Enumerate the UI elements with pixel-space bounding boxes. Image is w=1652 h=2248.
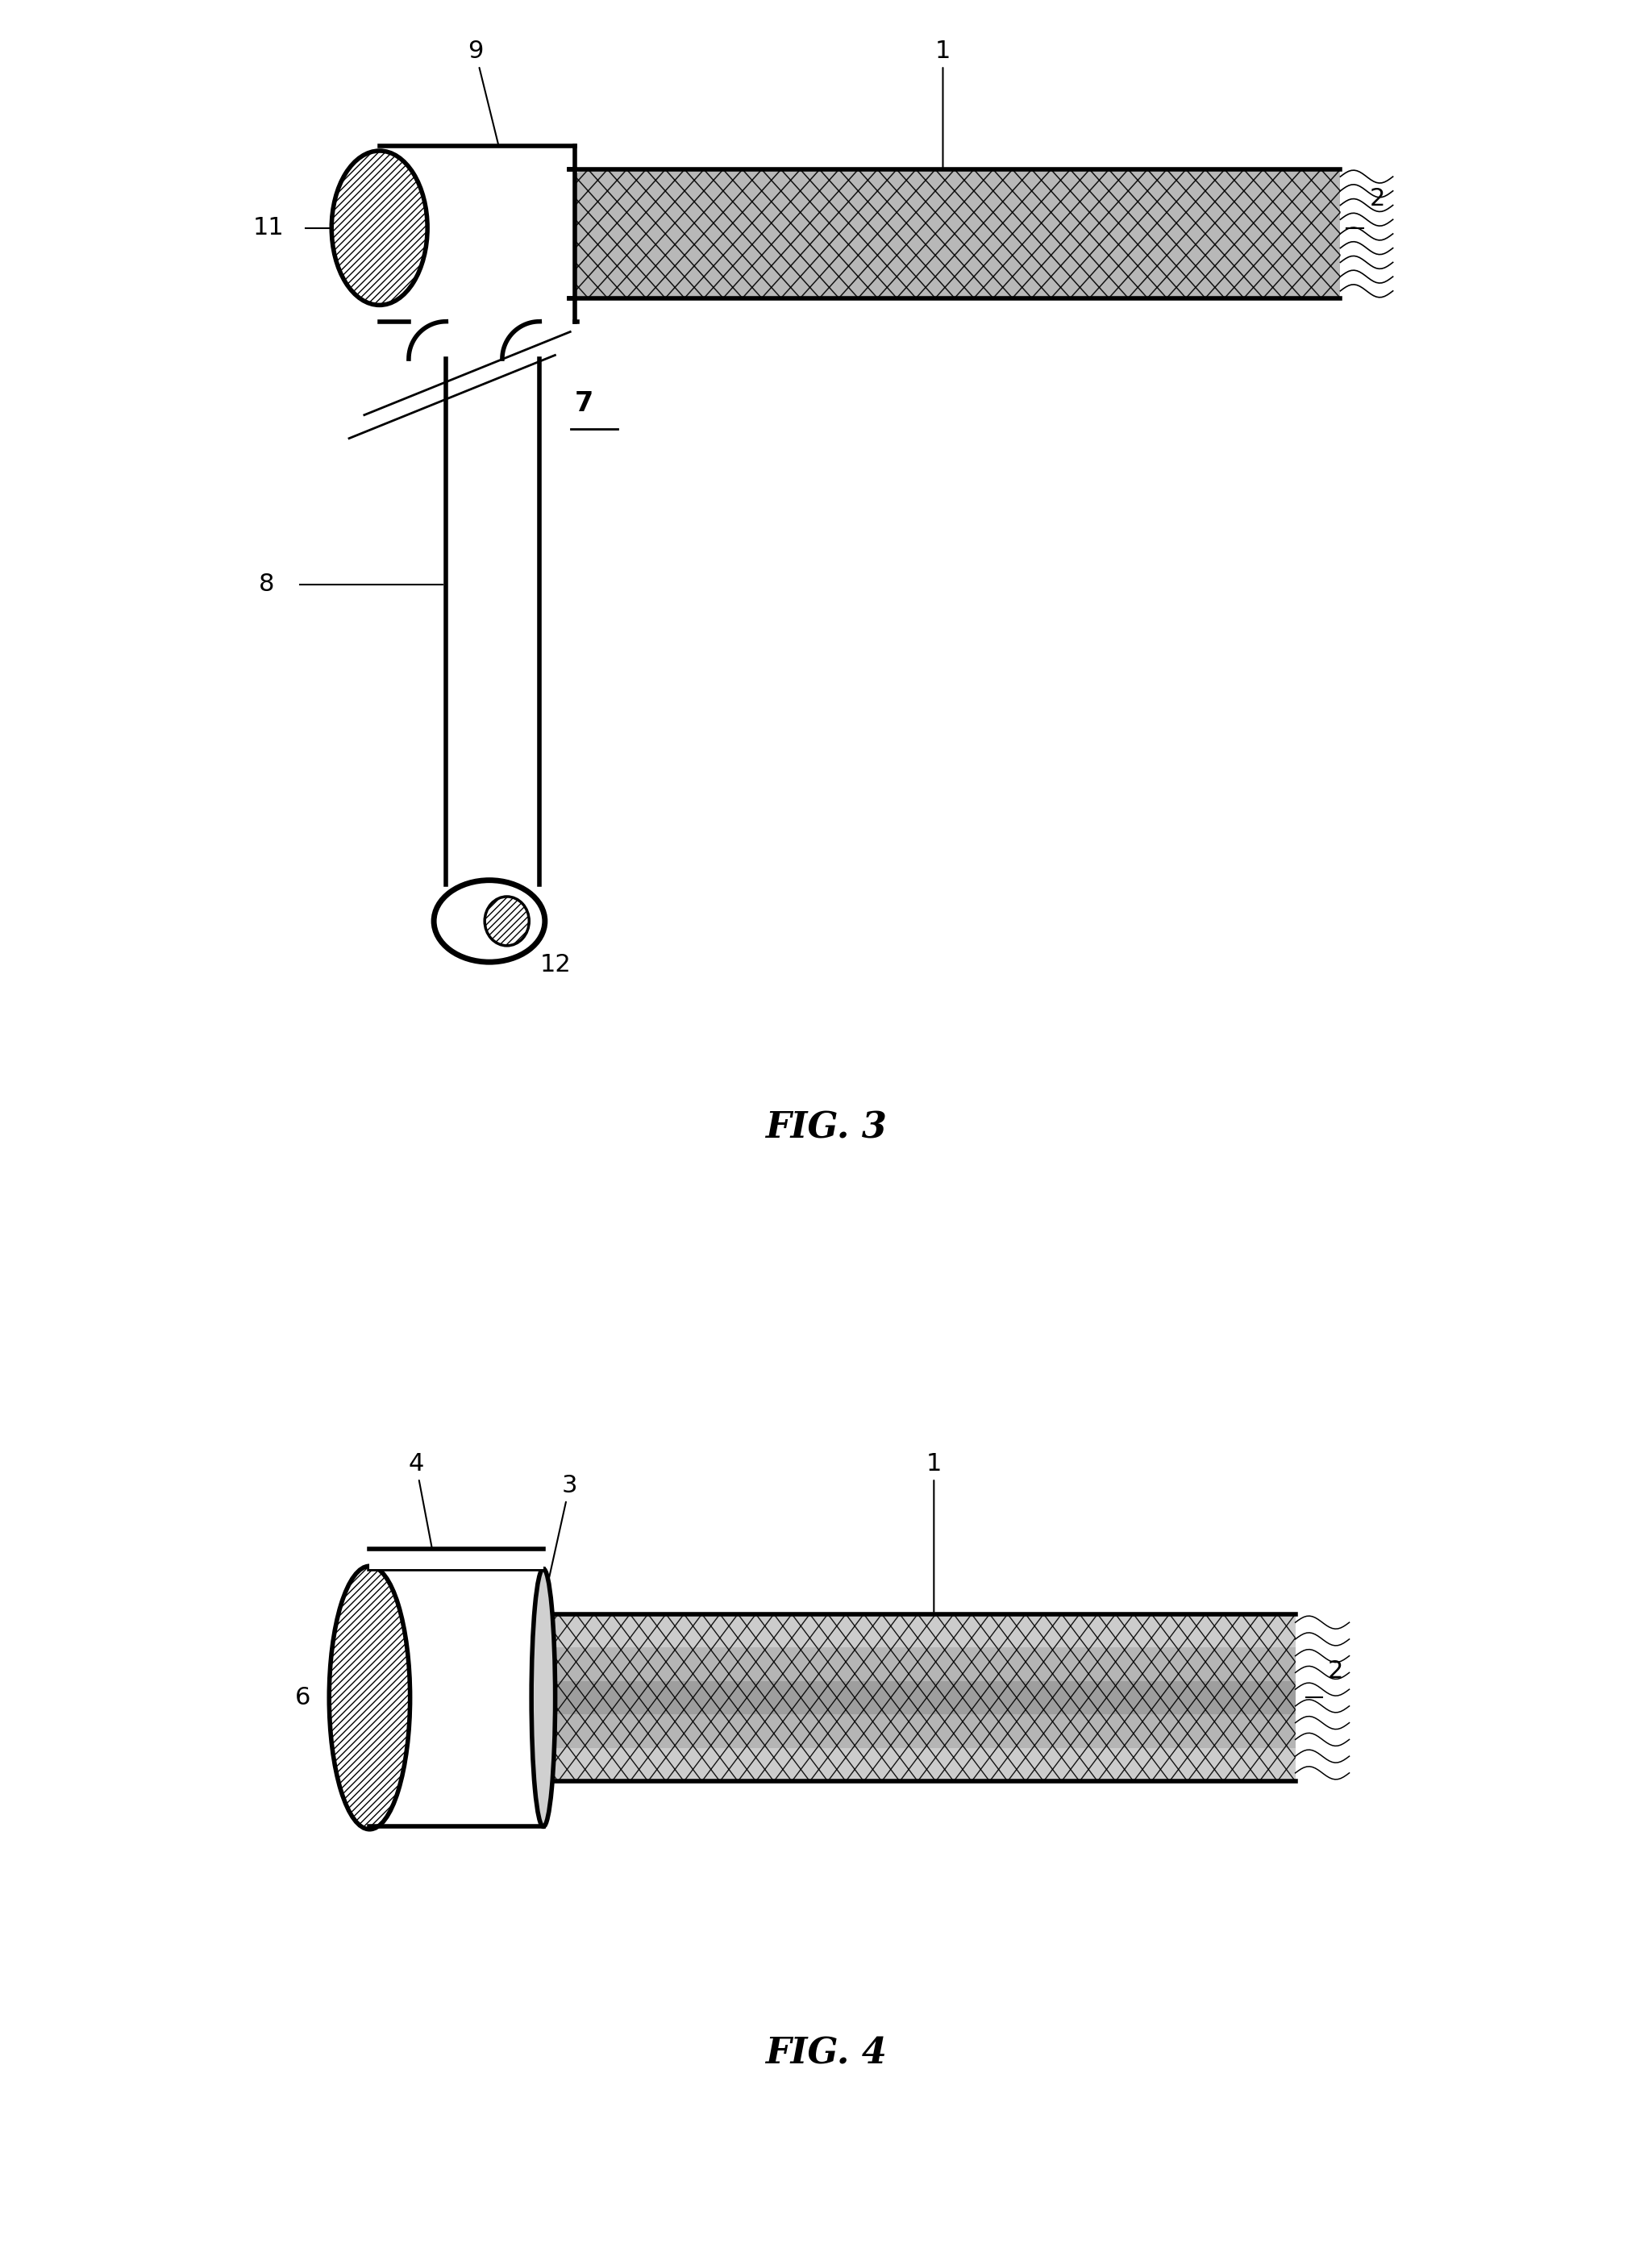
Bar xyxy=(568,169,1340,299)
Text: 6: 6 xyxy=(296,1686,311,1708)
Bar xyxy=(540,1614,1295,1648)
Text: 4: 4 xyxy=(408,1452,431,1547)
Bar xyxy=(540,1749,1295,1780)
Text: 7: 7 xyxy=(575,389,593,416)
Text: 1: 1 xyxy=(935,40,950,166)
Bar xyxy=(378,1569,544,1828)
Text: FIG. 4: FIG. 4 xyxy=(765,2037,887,2070)
Bar xyxy=(370,1549,544,1569)
Ellipse shape xyxy=(532,1569,555,1828)
Ellipse shape xyxy=(434,881,545,962)
Text: 2: 2 xyxy=(1328,1659,1343,1682)
Text: 8: 8 xyxy=(259,573,274,596)
Bar xyxy=(540,1648,1295,1682)
Text: 9: 9 xyxy=(468,40,499,144)
Ellipse shape xyxy=(332,151,428,306)
Bar xyxy=(540,1715,1295,1749)
Text: FIG. 3: FIG. 3 xyxy=(765,1111,887,1146)
Text: 2: 2 xyxy=(1370,187,1384,211)
Ellipse shape xyxy=(329,1567,410,1830)
Text: 1: 1 xyxy=(927,1452,942,1612)
Bar xyxy=(540,1682,1295,1715)
Polygon shape xyxy=(400,146,575,321)
Text: 12: 12 xyxy=(540,953,572,976)
Text: 3: 3 xyxy=(548,1475,578,1578)
Polygon shape xyxy=(446,321,540,895)
Text: 11: 11 xyxy=(253,216,284,241)
